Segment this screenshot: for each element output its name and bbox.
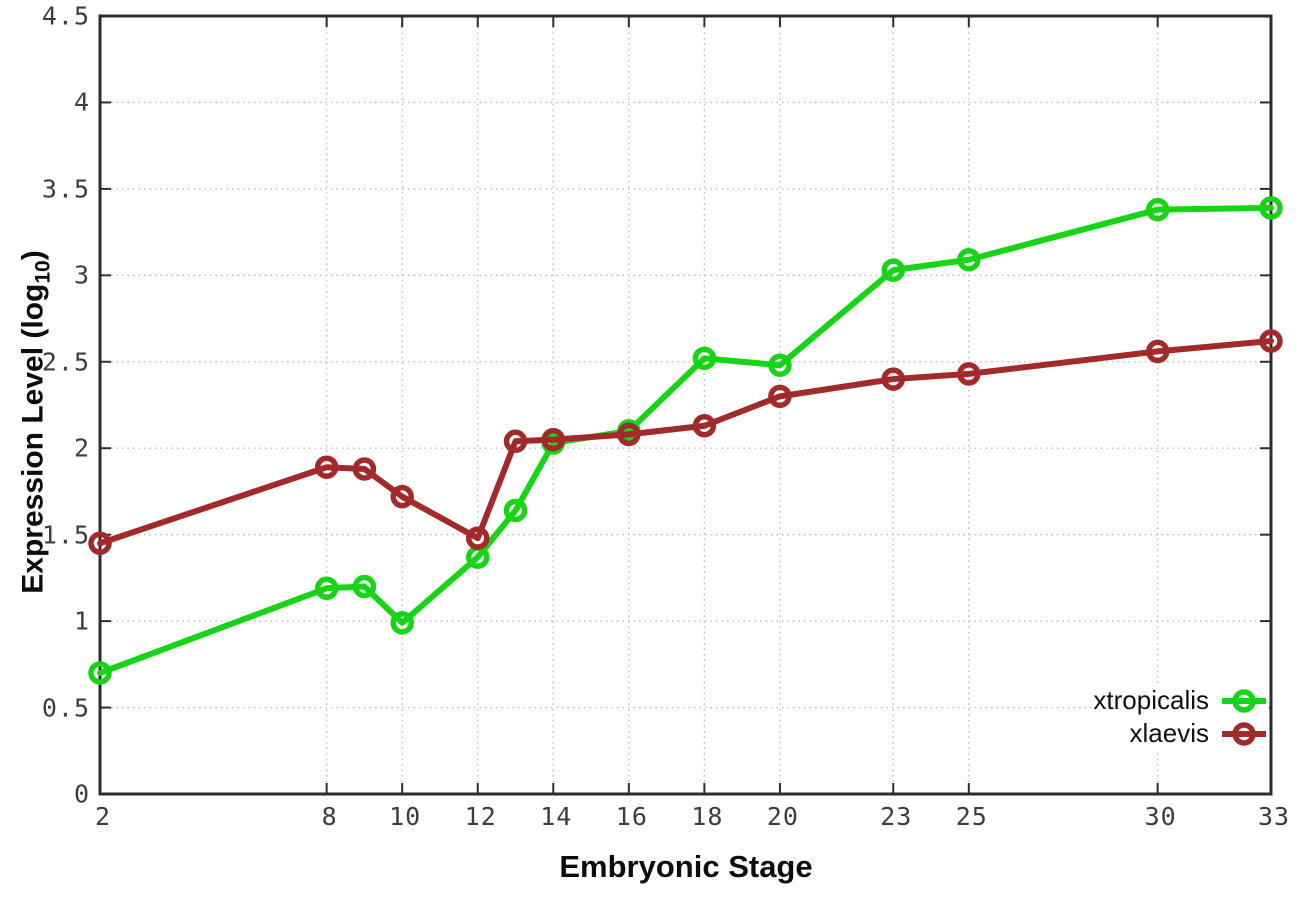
x-axis-title: Embryonic Stage [559, 849, 813, 884]
data-point-xlaevis-stage-8 [314, 455, 339, 479]
data-point-xlaevis-stage-12 [465, 526, 490, 550]
data-point-xlaevis-stage-20 [768, 384, 792, 409]
x-tick-label-18: 18 [691, 802, 724, 831]
x-tick-label-33: 33 [1257, 802, 1291, 831]
data-point-xlaevis-stage-2 [88, 531, 112, 556]
data-point-xtropicalis-stage-2 [88, 661, 112, 685]
legend-label-xtropicalis: xtropicalis [1093, 685, 1209, 715]
data-point-xtropicalis-stage-18 [692, 346, 717, 371]
x-tick-label-14: 14 [540, 802, 573, 831]
legend-label-xlaevis: xlaevis [1129, 718, 1209, 748]
data-point-xlaevis-stage-14 [541, 427, 566, 452]
y-axis-title-suffix: ) [16, 250, 50, 261]
y-tick-label-1: 1 [73, 606, 90, 636]
legend-row-xlaevis: xlaevis [1093, 718, 1267, 749]
x-tick-label-12: 12 [464, 802, 497, 831]
y-tick-label-1.5: 1.5 [41, 520, 90, 550]
data-point-xtropicalis-stage-8 [314, 576, 339, 601]
data-point-xtropicalis-stage-25 [957, 248, 981, 272]
data-point-xlaevis-stage-30 [1145, 339, 1170, 364]
y-tick-label-2: 2 [73, 433, 90, 463]
series-line-xlaevis [97, 338, 1274, 547]
legend-sample-xtropicalis-icon [1222, 688, 1266, 713]
data-point-xtropicalis-stage-23 [881, 258, 906, 282]
x-tick-label-25: 25 [955, 802, 988, 831]
data-point-xlaevis-stage-33 [1259, 329, 1283, 353]
x-tick-label-10: 10 [389, 802, 422, 831]
data-point-xlaevis-stage-13 [503, 429, 528, 454]
series-line-xtropicalis [97, 204, 1274, 676]
legend-sample-xlaevis-icon [1222, 721, 1266, 746]
y-axis-title-text: Expression Level (log [16, 283, 50, 594]
data-point-xtropicalis-stage-9 [352, 574, 377, 599]
legend: xtropicalis xlaevis [1091, 684, 1269, 750]
y-tick-label-4: 4 [73, 87, 90, 117]
x-tick-label-23: 23 [880, 802, 913, 831]
x-tick-label-30: 30 [1144, 802, 1177, 831]
data-point-xtropicalis-stage-20 [768, 353, 792, 377]
y-tick-label-3.5: 3.5 [41, 174, 90, 204]
data-point-xtropicalis-stage-10 [390, 611, 414, 635]
y-tick-label-3: 3 [73, 260, 90, 290]
x-tick-label-8: 8 [321, 802, 338, 831]
x-tick-label-16: 16 [615, 802, 648, 831]
data-point-xtropicalis-stage-30 [1145, 197, 1170, 222]
y-tick-label-2.5: 2.5 [41, 347, 90, 377]
y-tick-label-4.5: 4.5 [41, 1, 90, 31]
y-tick-label-0.5: 0.5 [41, 693, 90, 723]
y-tick-label-0: 0 [73, 779, 90, 809]
x-tick-label-20: 20 [766, 802, 799, 831]
data-point-xlaevis-stage-18 [692, 413, 717, 438]
data-point-xtropicalis-stage-33 [1259, 196, 1283, 220]
data-point-xlaevis-stage-10 [390, 484, 414, 509]
data-point-xtropicalis-stage-13 [503, 498, 528, 523]
legend-row-xtropicalis: xtropicalis [1093, 685, 1267, 716]
data-point-xlaevis-stage-25 [957, 362, 981, 386]
x-tick-label-2: 2 [94, 802, 112, 831]
data-point-xlaevis-stage-9 [352, 457, 377, 481]
plot-border [98, 14, 1273, 796]
y-axis-title-subscript: 10 [31, 260, 55, 284]
data-point-xlaevis-stage-16 [617, 422, 641, 447]
data-point-xlaevis-stage-23 [881, 367, 906, 391]
